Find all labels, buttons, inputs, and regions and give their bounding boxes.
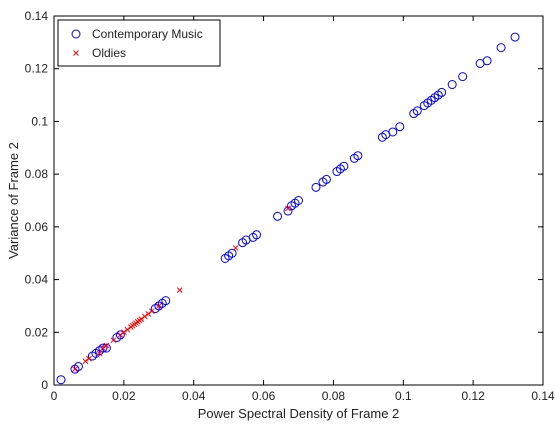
- oldies-point: [155, 303, 162, 309]
- x-tick-label: 0.02: [112, 389, 136, 403]
- oldies-point: [117, 332, 124, 338]
- contemporary-music-point: [294, 196, 303, 205]
- contemporary-music-point: [437, 87, 447, 97]
- contemporary-music-point: [98, 343, 108, 353]
- oldies-point: [110, 337, 117, 344]
- oldies-point: [232, 245, 239, 251]
- oldies-point: [100, 345, 106, 351]
- contemporary-music-point: [412, 106, 422, 116]
- plot-frame: [53, 15, 544, 386]
- y-tick-label: 0.12: [25, 62, 49, 76]
- y-tick-label: 0.08: [25, 167, 49, 181]
- oldies-point: [138, 316, 145, 322]
- oldies-point: [82, 358, 89, 365]
- x-tick-label: 0.12: [461, 389, 485, 403]
- oldies-point: [72, 366, 78, 373]
- x-axis-label: Power Spectral Density of Frame 2: [198, 406, 400, 421]
- contemporary-music-point: [311, 182, 321, 192]
- y-tick-label: 0.14: [25, 9, 49, 23]
- contemporary-music-point: [496, 43, 506, 53]
- legend-label-contemporary-music: Contemporary Music: [92, 27, 203, 41]
- oldies-point: [145, 310, 152, 317]
- axes: 0 0.02 0.04 0.06 0.08 0.1 0.12 0.14 0 0.02 0.04 0.0…: [25, 9, 555, 403]
- y-tick-label: 0: [41, 378, 48, 392]
- contemporary-music-point: [482, 56, 492, 66]
- data-points: [56, 32, 520, 385]
- x-tick-label: 0.1: [395, 389, 412, 403]
- contemporary-music-point: [388, 127, 398, 137]
- y-tick-label: 0.02: [25, 325, 49, 339]
- contemporary-music-point: [510, 32, 520, 42]
- y-tick-label: 0.1: [31, 114, 48, 128]
- y-tick-label: 0.06: [25, 220, 49, 234]
- contemporary-music-point: [73, 362, 83, 372]
- x-tick-label: 0.06: [252, 389, 276, 403]
- x-tick-label: 0.08: [322, 389, 346, 403]
- x-tick-label: 0: [51, 389, 58, 403]
- oldies-point: [86, 355, 92, 362]
- oldies-point: [176, 287, 183, 293]
- contemporary-music-point: [273, 211, 283, 221]
- contemporary-music-point: [115, 330, 125, 340]
- oldies-point: [141, 313, 148, 320]
- legend-marker-oldies: [73, 50, 79, 56]
- legend-marker-contemporary-music: [71, 29, 81, 39]
- x-tick-label: 0.14: [531, 389, 555, 403]
- legend: Contemporary Music Oldies: [57, 19, 221, 67]
- oldies-point: [124, 326, 131, 333]
- contemporary-music-point: [395, 122, 405, 132]
- contemporary-music-point: [339, 161, 349, 171]
- contemporary-music-point: [161, 296, 171, 306]
- contemporary-music-point: [321, 174, 331, 184]
- y-axis-label: Variance of Frame 2: [6, 142, 21, 259]
- oldies-point: [285, 205, 291, 212]
- contemporary-music-point: [353, 151, 363, 161]
- contemporary-music-point: [447, 80, 457, 90]
- oldies-point: [148, 308, 155, 315]
- x-tick-label: 0.04: [182, 389, 206, 403]
- legend-box: [57, 19, 221, 67]
- contemporary-music-point: [458, 72, 468, 82]
- y-tick-label: 0.04: [25, 273, 49, 287]
- contemporary-music-point: [56, 375, 66, 385]
- oldies-point: [121, 329, 127, 336]
- contemporary-music-point: [252, 230, 262, 240]
- oldies-point: [96, 350, 103, 357]
- oldies-point: [103, 342, 110, 349]
- contemporary-music-point: [227, 248, 237, 258]
- legend-label-oldies: Oldies: [92, 46, 126, 60]
